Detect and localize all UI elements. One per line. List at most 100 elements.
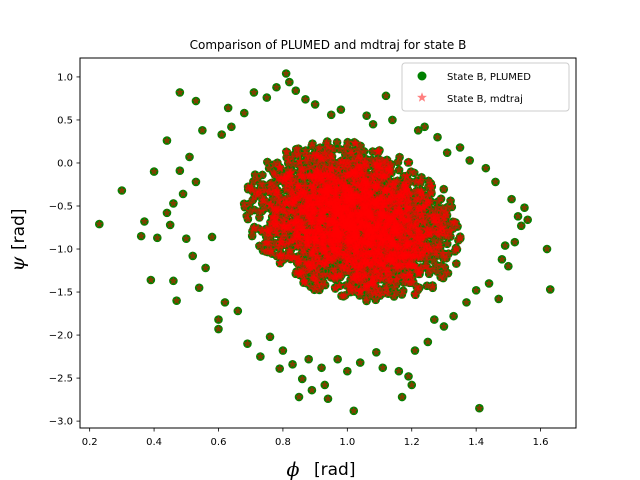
cloud-point-mdtraj — [385, 165, 396, 176]
cloud-point-mdtraj — [325, 158, 336, 168]
cloud-point-mdtraj — [286, 182, 296, 192]
cloud-point-mdtraj — [350, 209, 360, 219]
cloud-point-mdtraj — [358, 203, 369, 213]
cloud-point-mdtraj — [349, 272, 359, 282]
cloud-point-mdtraj — [328, 252, 339, 263]
cloud-point-mdtraj — [253, 223, 264, 233]
cloud-point-mdtraj — [415, 175, 426, 185]
cloud-point-mdtraj — [316, 280, 326, 291]
cloud-point-mdtraj — [411, 230, 422, 241]
cloud-point-mdtraj — [388, 236, 398, 246]
cloud-point-mdtraj — [426, 204, 436, 214]
cloud-point-mdtraj — [293, 148, 304, 159]
cloud-point-mdtraj — [340, 263, 351, 273]
cloud-point-mdtraj — [328, 241, 338, 251]
cloud-point-mdtraj — [370, 267, 381, 277]
cloud-point-mdtraj — [356, 184, 367, 194]
cloud-point-mdtraj — [239, 198, 249, 208]
cloud-point-mdtraj — [247, 231, 257, 241]
cloud-point-mdtraj — [262, 237, 273, 247]
cloud-point-mdtraj — [366, 260, 377, 270]
cloud-point-mdtraj — [258, 179, 268, 189]
cloud-point-mdtraj — [273, 205, 284, 215]
cloud-point-mdtraj — [303, 259, 314, 269]
cloud-point-mdtraj — [406, 166, 416, 176]
cloud-point-mdtraj — [389, 291, 399, 301]
cloud-point-mdtraj — [328, 169, 339, 179]
cloud-point-mdtraj — [381, 231, 391, 241]
cloud-point-mdtraj — [372, 177, 382, 187]
cloud-point-mdtraj — [434, 230, 445, 240]
cloud-point-mdtraj — [276, 170, 286, 180]
cloud-point-mdtraj — [342, 218, 352, 228]
cloud-point-mdtraj — [387, 199, 397, 209]
cloud-point-mdtraj — [415, 236, 426, 246]
cloud-point-mdtraj — [274, 200, 284, 210]
cloud-point-mdtraj — [399, 273, 410, 283]
cloud-point-mdtraj — [407, 260, 418, 270]
cloud-point-mdtraj — [422, 229, 433, 239]
dense-point-cloud — [239, 136, 466, 306]
cloud-point-mdtraj — [362, 281, 372, 291]
cloud-point-mdtraj — [403, 157, 413, 167]
cloud-point-mdtraj — [396, 251, 406, 261]
cloud-point-mdtraj — [312, 276, 322, 286]
cloud-point-mdtraj — [450, 217, 461, 227]
cloud-point-mdtraj — [385, 271, 395, 281]
cloud-point-mdtraj — [320, 148, 330, 158]
cloud-point-mdtraj — [409, 167, 420, 177]
cloud-point-mdtraj — [304, 170, 315, 180]
cloud-point-mdtraj — [355, 140, 366, 150]
cloud-point-mdtraj — [351, 186, 362, 196]
cloud-point-mdtraj — [345, 274, 356, 284]
cloud-point-mdtraj — [386, 161, 396, 171]
cloud-point-mdtraj — [340, 290, 350, 300]
cloud-point-mdtraj — [412, 234, 423, 244]
cloud-point-mdtraj — [356, 240, 366, 250]
cloud-point-mdtraj — [372, 288, 383, 298]
cloud-point-mdtraj — [440, 262, 450, 272]
cloud-point-mdtraj — [391, 260, 401, 270]
cloud-point-mdtraj — [321, 153, 332, 163]
cloud-point-mdtraj — [437, 225, 448, 235]
cloud-point-mdtraj — [291, 174, 301, 184]
cloud-point-mdtraj — [414, 189, 425, 199]
cloud-point-mdtraj — [334, 241, 345, 251]
cloud-point-mdtraj — [316, 202, 327, 212]
cloud-point-mdtraj — [254, 206, 264, 216]
cloud-point-mdtraj — [323, 252, 333, 262]
cloud-point-mdtraj — [379, 210, 389, 220]
cloud-point-mdtraj — [343, 225, 354, 235]
cloud-point-mdtraj — [297, 264, 307, 274]
cloud-point-mdtraj — [274, 195, 284, 205]
cloud-point-mdtraj — [413, 267, 423, 277]
cloud-point-mdtraj — [404, 267, 414, 277]
cloud-point-mdtraj — [382, 162, 393, 172]
cloud-point-mdtraj — [347, 165, 358, 175]
cloud-point-mdtraj — [337, 233, 347, 243]
cloud-point-mdtraj — [388, 255, 398, 265]
cloud-point-mdtraj — [268, 202, 279, 212]
cloud-point-mdtraj — [283, 208, 293, 218]
cloud-point-mdtraj — [304, 203, 315, 213]
cloud-point-mdtraj — [322, 232, 333, 242]
cloud-point-mdtraj — [388, 268, 398, 278]
cloud-point-mdtraj — [323, 141, 334, 151]
cloud-point-mdtraj — [328, 173, 338, 183]
cloud-point-mdtraj — [314, 185, 324, 195]
cloud-point-mdtraj — [382, 248, 393, 258]
cloud-point-mdtraj — [291, 266, 302, 276]
cloud-point-mdtraj — [419, 206, 429, 216]
cloud-point-mdtraj — [324, 166, 335, 176]
cloud-point-mdtraj — [356, 209, 367, 219]
cloud-point-mdtraj — [340, 205, 350, 215]
cloud-point-mdtraj — [309, 212, 320, 222]
cloud-point-mdtraj — [348, 218, 359, 228]
cloud-point-mdtraj — [330, 283, 341, 293]
cloud-point-mdtraj — [278, 254, 289, 264]
cloud-point-mdtraj — [361, 183, 372, 193]
cloud-point-mdtraj — [445, 225, 455, 235]
cloud-point-mdtraj — [391, 183, 402, 193]
cloud-point-mdtraj — [279, 176, 289, 186]
